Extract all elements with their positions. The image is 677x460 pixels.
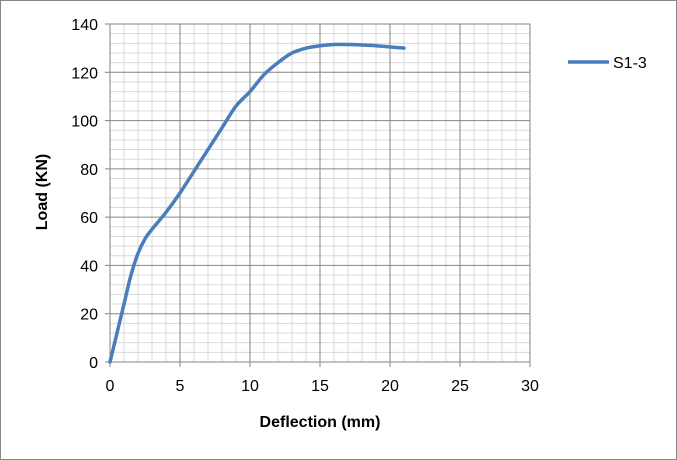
- y-tick-label: 60: [80, 210, 98, 227]
- x-tick-label: 15: [311, 378, 329, 395]
- legend: S1-3: [568, 55, 647, 72]
- x-tick-label: 30: [521, 378, 539, 395]
- plot-area-border: [109, 23, 531, 363]
- series-lines: [108, 42, 406, 364]
- series-line-s1-3: [108, 42, 406, 364]
- x-tick-label: 25: [451, 378, 469, 395]
- y-tick-label: 120: [71, 65, 98, 82]
- x-tick-label: 5: [176, 378, 185, 395]
- y-tick-label: 140: [71, 17, 98, 34]
- y-tick-label: 100: [71, 114, 98, 131]
- x-tick-label: 10: [241, 378, 259, 395]
- y-tick-labels: 0 20 40 60 80 100 120 140: [71, 17, 98, 372]
- x-axis-title: Deflection (mm): [260, 414, 381, 431]
- x-tick-labels: 0 5 10 15 20 25 30: [106, 378, 539, 395]
- y-tick-label: 20: [80, 307, 98, 324]
- major-gridlines: [105, 23, 531, 367]
- y-axis-title: Load (KN): [34, 154, 51, 230]
- legend-label-s1-3: S1-3: [613, 55, 647, 72]
- y-tick-label: 80: [80, 162, 98, 179]
- x-tick-label: 0: [106, 378, 115, 395]
- y-tick-label: 0: [89, 355, 98, 372]
- y-tick-label: 40: [80, 258, 98, 275]
- x-tick-label: 20: [381, 378, 399, 395]
